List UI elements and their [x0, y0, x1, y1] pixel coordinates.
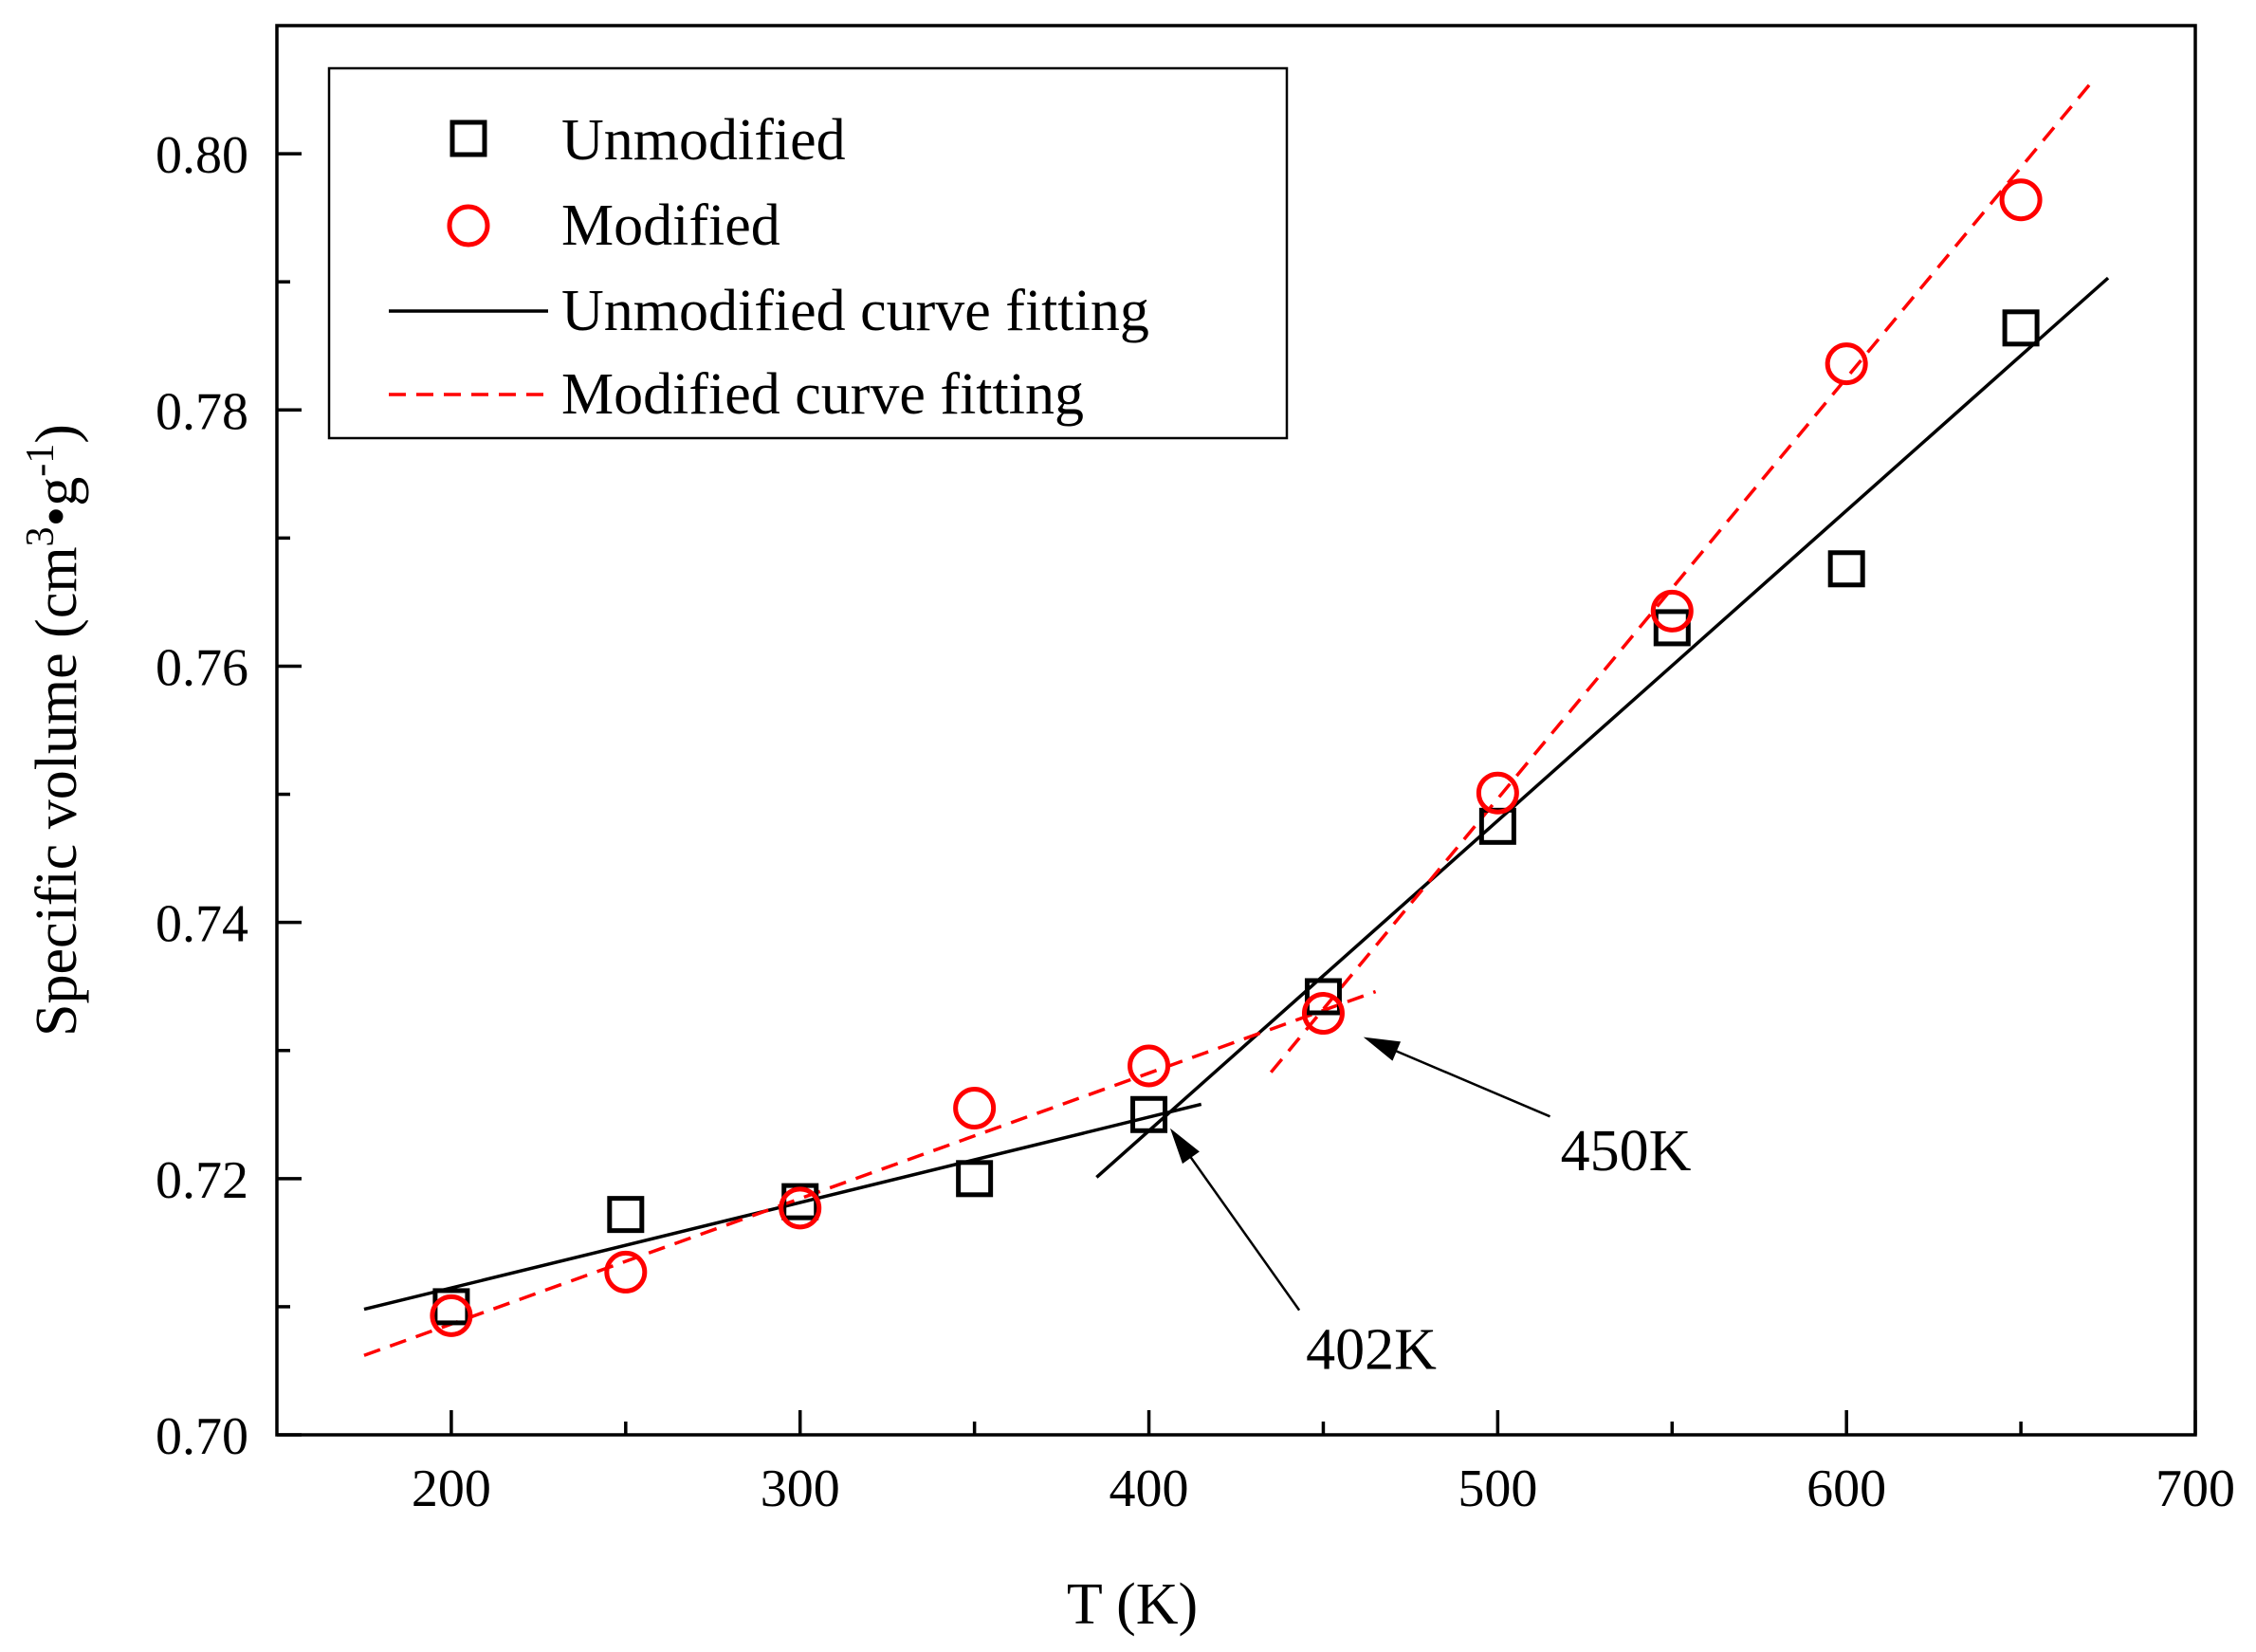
y-tick-label: 0.78: [156, 382, 248, 441]
unmodified-point: [607, 1196, 645, 1234]
unmodified-point: [1653, 609, 1691, 647]
annotation-arrow-line: [1388, 1047, 1551, 1118]
legend-label-modified: Modified: [561, 193, 780, 258]
annotation-arrow-head: [1363, 1037, 1402, 1061]
legend-label-modified-fit: Modified curve fitting: [561, 362, 1084, 427]
unmodified-point: [2002, 309, 2040, 347]
modified-point: [1650, 589, 1694, 633]
y-tick-label: 0.72: [156, 1151, 248, 1210]
x-tick-label: 200: [412, 1459, 491, 1518]
annotation-label: 402K: [1306, 1317, 1437, 1382]
legend-label-unmodified-fit: Unmodified curve fitting: [561, 279, 1149, 343]
y-tick-label: 0.70: [156, 1407, 248, 1466]
unmodified-point: [1130, 1095, 1168, 1133]
modified-point: [1476, 771, 1519, 815]
modified-point: [1128, 1044, 1171, 1088]
unmodified-point: [1827, 550, 1865, 588]
modified-point: [1301, 992, 1345, 1036]
y-tick-label: 0.80: [156, 126, 248, 185]
modified-fit-line: [363, 989, 1377, 1357]
plot-frame: [275, 24, 2197, 1437]
legend-marker-modified: [447, 204, 490, 248]
x-tick-label: 500: [1458, 1459, 1537, 1518]
modified-point: [604, 1250, 648, 1294]
x-axis-label: T (K): [1067, 1572, 1198, 1637]
legend-box: [327, 66, 1289, 440]
legend-label-unmodified: Unmodified: [561, 108, 846, 173]
modified-point: [779, 1186, 822, 1230]
annotation-label: 450K: [1561, 1119, 1692, 1184]
x-tick-label: 300: [761, 1459, 840, 1518]
modified-point: [1825, 342, 1868, 386]
modified-point: [430, 1294, 473, 1337]
axis-ticks: 200 300 400 500 600 700 0.70 0.72 0.74 0.76 0.78 0.…: [156, 126, 2235, 1518]
y-axis-label: Specific volume (cm3•g-1): [19, 424, 89, 1037]
modified-point: [1999, 178, 2043, 222]
y-tick-label: 0.74: [156, 895, 248, 954]
unmodified-point: [956, 1160, 994, 1198]
x-tick-label: 400: [1110, 1459, 1189, 1518]
unmodified-point: [1478, 807, 1516, 845]
y-tick-label: 0.76: [156, 638, 248, 697]
modified-fit-line: [1269, 82, 2093, 1074]
data-markers: [430, 178, 2043, 1337]
unmodified-fit-line: [1095, 276, 2110, 1179]
x-tick-label: 600: [1807, 1459, 1886, 1518]
annotations: 402K 450K: [1169, 1037, 1692, 1382]
x-tick-label: 700: [2155, 1459, 2235, 1518]
legend: Unmodified Modified Unmodified curve fit…: [327, 66, 1289, 440]
unmodified-point: [1304, 978, 1342, 1016]
legend-marker-unmodified: [449, 119, 487, 157]
annotation-arrow-line: [1185, 1150, 1301, 1312]
modified-point: [953, 1087, 997, 1130]
annotation-arrow-head: [1169, 1128, 1200, 1165]
